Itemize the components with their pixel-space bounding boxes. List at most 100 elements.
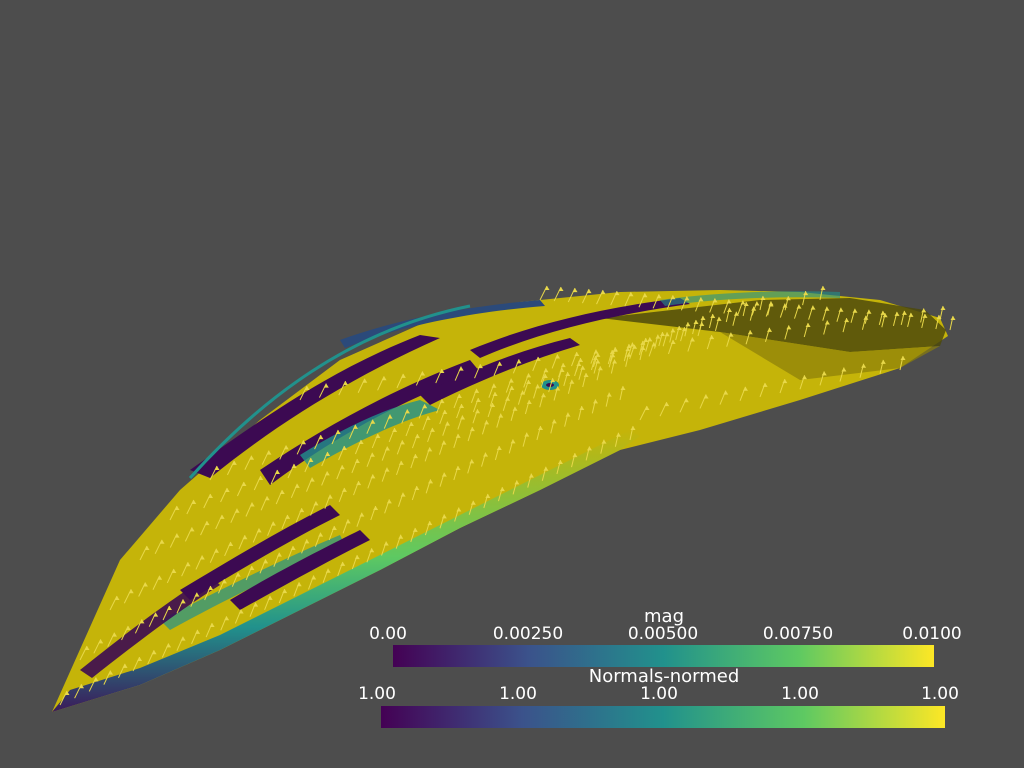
normal-arrow-head [111,632,117,637]
scalar-bar-tick: 0.0100 [902,624,962,644]
normal-arrow-head [375,434,381,438]
normal-arrow-head [630,342,636,347]
normal-arrow-head [824,306,830,311]
normal-arrow-head [712,298,718,303]
normal-arrow-head [510,439,516,444]
normal-arrow-head [159,539,165,544]
normal-arrow-head [491,383,497,388]
normal-arrow-head [93,677,99,682]
normal-arrow-head [485,493,491,498]
normal-arrow-head [341,487,347,492]
scalar-bar-tick: 1.00 [921,684,959,704]
normal-arrow-head [235,572,241,577]
normal-arrow-head [574,352,580,357]
normal-arrow-head [474,388,480,393]
normal-arrow-head [455,433,461,438]
normal-arrow-head [294,483,300,488]
normal-arrow-head [514,480,520,485]
normal-arrow-head [413,454,419,459]
normal-arrow-head [270,521,276,526]
normal-arrow-head [703,394,709,399]
normal-arrow-head [670,328,676,333]
normal-arrow-head [228,541,234,546]
normal-arrow-head [343,381,349,386]
normal-arrow-head [535,384,541,389]
normal-arrow-head [282,589,288,594]
normal-arrow-head [664,332,670,337]
normal-arrow-head [569,379,575,384]
normal-arrow-head [555,354,561,359]
normal-arrow-head [526,380,532,384]
normal-arrow-head [311,575,317,580]
normal-arrow-head [754,301,760,306]
normal-arrow-head [593,399,599,404]
normal-arrow-head [516,359,522,364]
normal-arrow-head [354,555,360,560]
normal-arrow-head [263,559,269,564]
normal-arrow-head [253,602,259,607]
normal-arrow-head [863,315,869,320]
normal-arrow-head [331,526,337,530]
normal-arrow-head [483,452,489,457]
normal-arrow-head [242,535,248,540]
normal-arrow-head [782,303,788,308]
normal-arrow-head [430,427,436,432]
normal-arrow-head [700,316,706,320]
normal-arrow-head [304,539,310,544]
normal-arrow-head [509,386,515,390]
normal-arrow-head [249,455,255,460]
normal-arrow-head [98,639,104,644]
normal-arrow-head [279,490,285,495]
normal-glyphs [59,285,956,706]
normal-arrow-head [632,344,638,349]
normal-arrow-head [709,335,715,340]
normal-arrow-head [586,446,592,451]
normal-arrow-head [698,297,704,302]
normal-arrow-head [908,312,914,317]
normal-arrow-head [370,419,376,424]
normal-arrow-head [422,404,428,409]
normal-arrow-head [335,430,341,434]
normal-arrow-head [318,532,324,537]
normal-arrow-head [880,359,886,364]
normal-arrow-head [689,337,695,342]
normal-arrow-head [844,318,850,323]
normal-arrow-head [551,419,557,424]
normal-arrow-head [231,460,237,465]
normal-arrow-head [656,294,662,299]
normal-arrow-head [459,404,465,408]
normal-arrow-head [726,299,732,304]
normal-arrow-head [484,420,490,425]
normal-arrow-head [540,393,546,398]
normal-arrow-head [79,684,85,689]
normal-arrow-head [470,500,476,505]
normal-arrow-head [441,514,447,519]
normal-arrow-head [699,322,705,326]
normal-arrow-head [439,399,445,404]
normal-arrow-head [642,293,648,298]
normal-arrow-head [137,657,143,662]
normal-arrow-head [508,378,514,383]
normal-arrow-head [180,636,186,641]
normal-arrow-head [139,619,145,624]
normal-arrow-head [428,479,434,484]
normal-arrow-head [475,398,481,402]
normal-arrow-head [144,546,150,550]
normal-arrow-head [626,344,632,348]
normal-arrow-head [557,459,563,464]
normal-arrow-head [733,311,739,316]
normal-arrow-head [580,365,586,370]
normal-arrow-head [880,310,886,315]
normal-arrow-head [922,313,928,318]
normal-arrow-head [595,352,601,357]
normal-arrow-head [359,512,365,517]
normal-arrow-head [353,424,359,429]
normal-arrow-head [166,643,172,648]
normal-arrow-head [578,358,584,362]
scalar-bar-tick: 1.00 [781,684,819,704]
normal-arrow-head [313,501,319,506]
normal-arrow-head [122,663,128,668]
normal-arrow-head [490,403,496,408]
normal-arrow-head [606,392,612,397]
